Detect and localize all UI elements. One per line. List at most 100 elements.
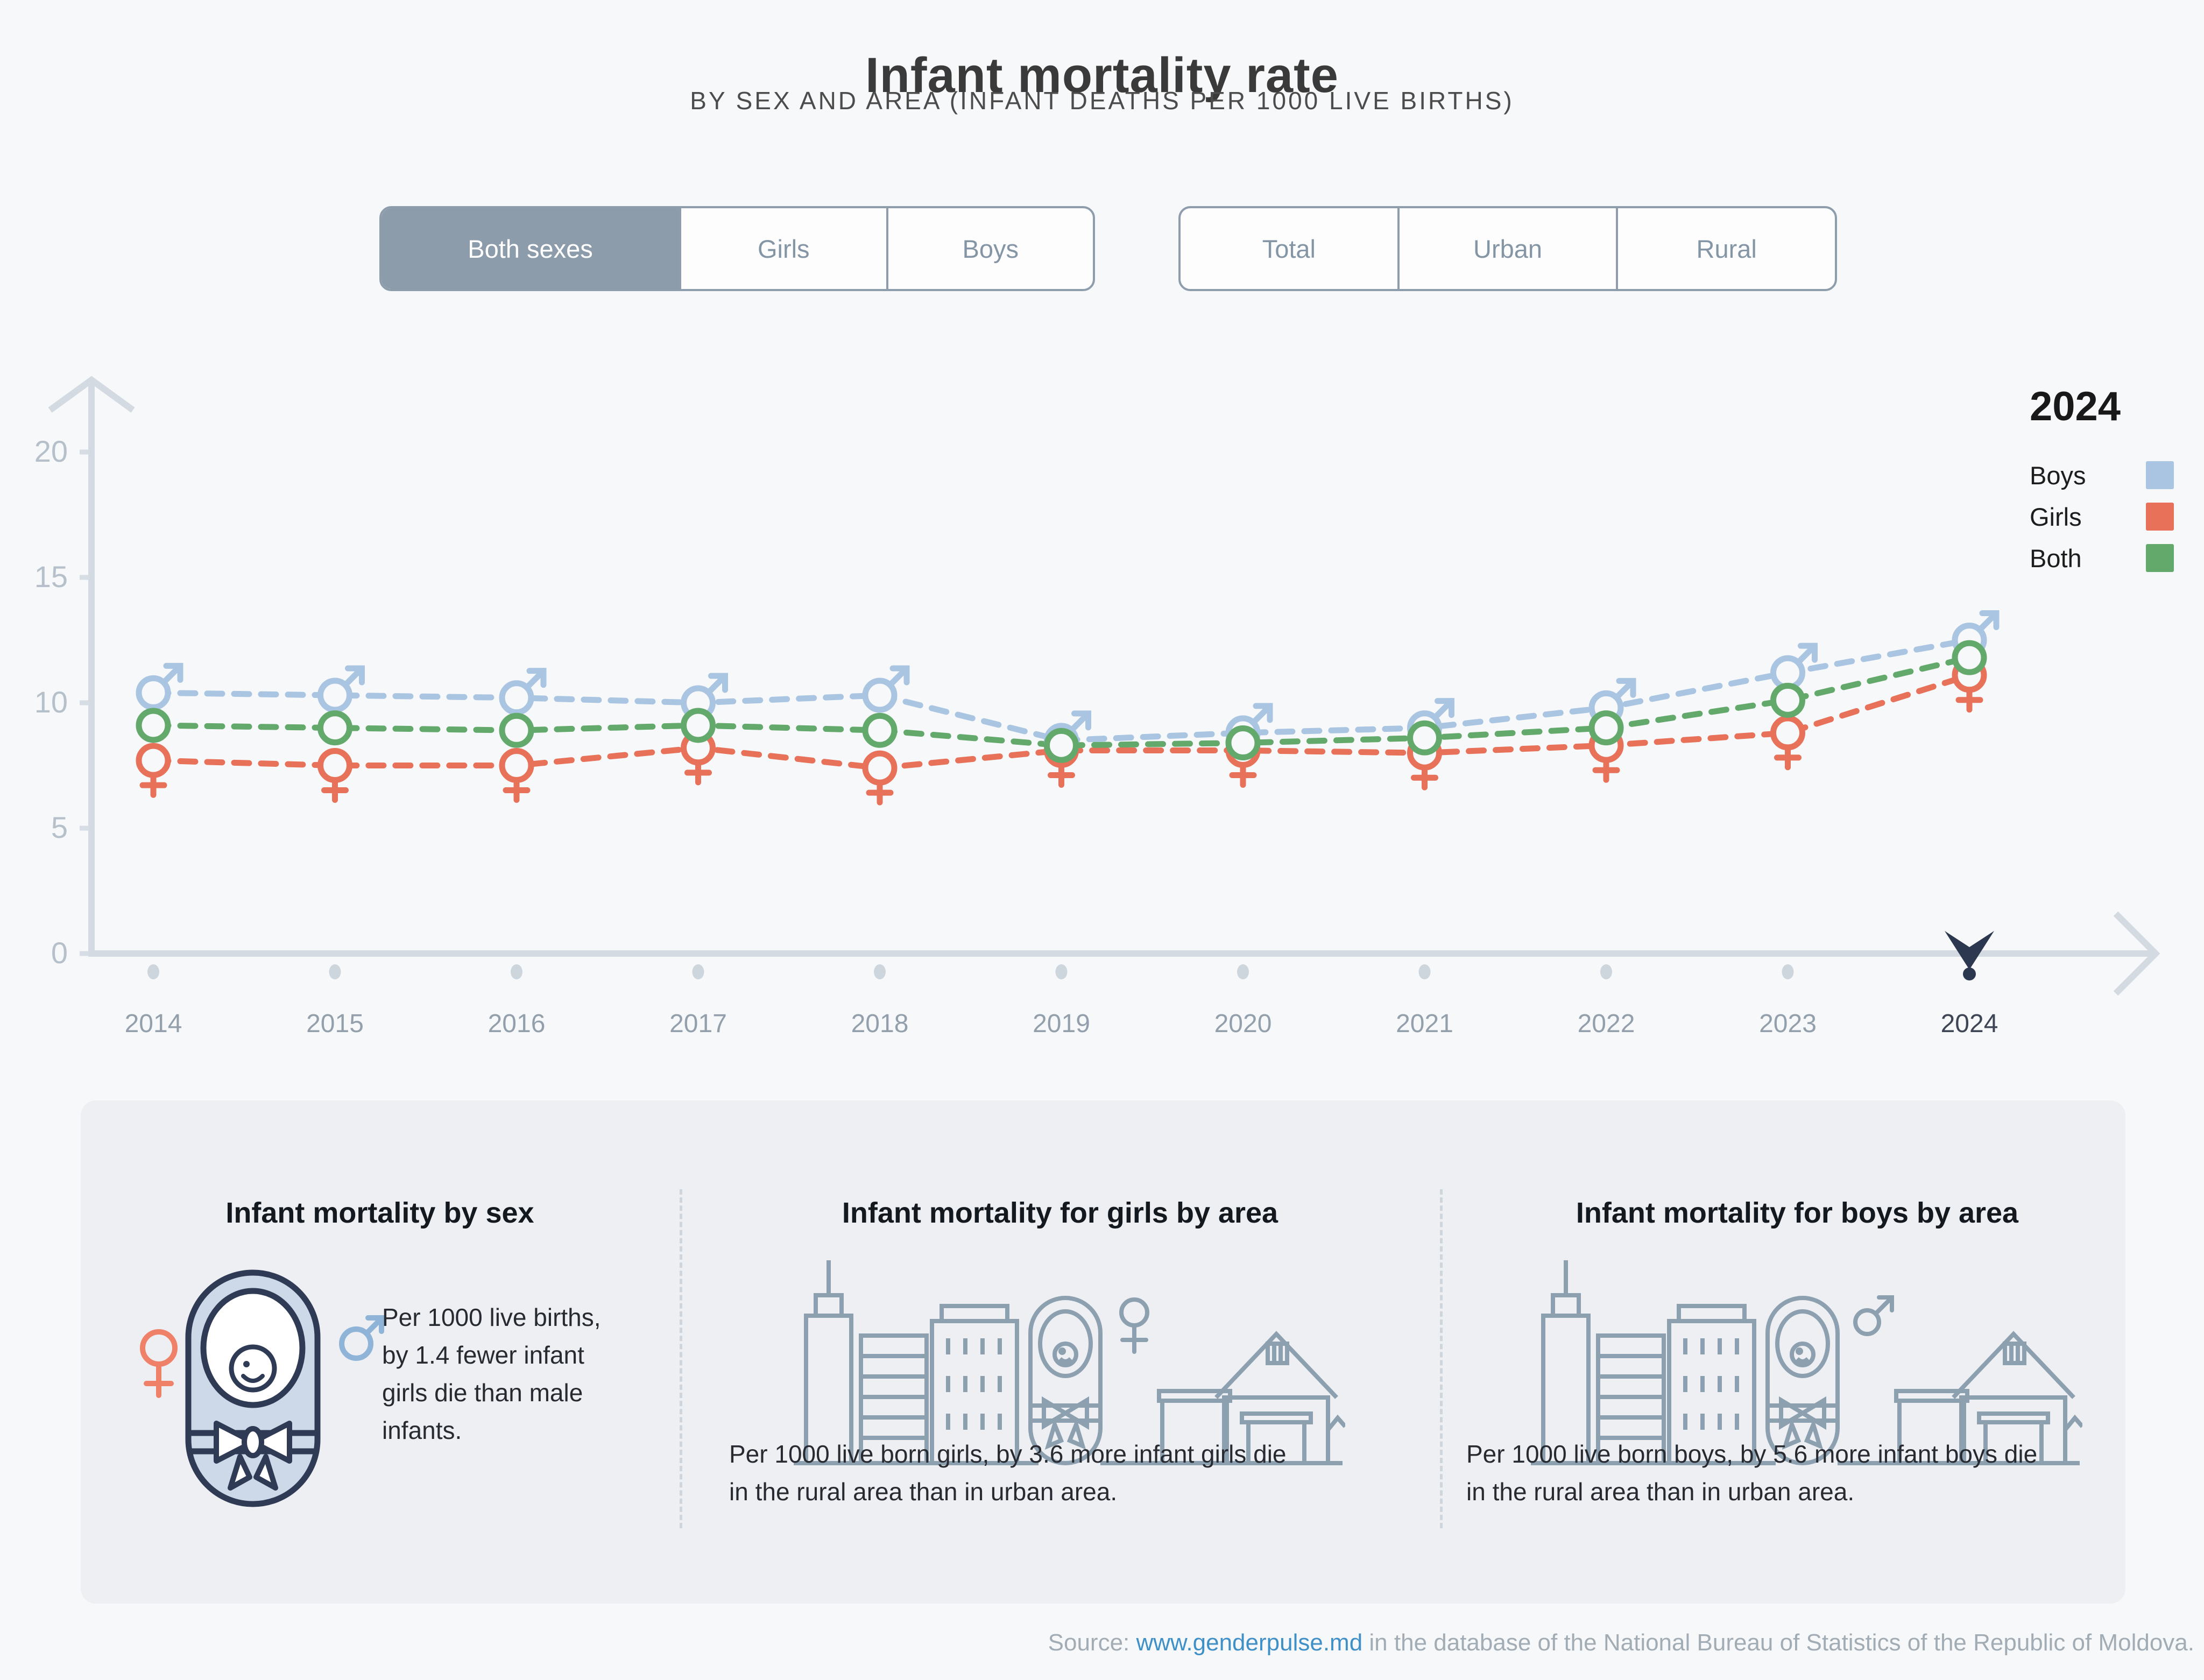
year-label-2019[interactable]: 2019 xyxy=(1033,1010,1090,1038)
year-dot[interactable] xyxy=(1782,964,1794,979)
male-marker xyxy=(136,662,183,710)
toggle-urban[interactable]: Urban xyxy=(1397,208,1616,289)
page-subtitle: BY SEX AND AREA (INFANT DEATHS PER 1000 … xyxy=(690,87,1514,115)
year-dot[interactable] xyxy=(1418,964,1431,979)
card-text-line: Per 1000 live born girls, by 3.6 more in… xyxy=(729,1440,1287,1468)
legend-swatch xyxy=(2146,503,2174,531)
year-label-2016[interactable]: 2016 xyxy=(488,1010,546,1038)
card-text-sex: Per 1000 live births, by 1.4 fewer infan… xyxy=(382,1298,705,1449)
baby-icon xyxy=(1765,1296,1840,1465)
year-label-2014[interactable]: 2014 xyxy=(125,1010,182,1038)
year-dot[interactable] xyxy=(1237,964,1249,979)
year-dot[interactable] xyxy=(1055,964,1068,979)
circle-marker xyxy=(317,710,352,746)
card-title-boys-area: Infant mortality for boys by area xyxy=(1576,1197,2019,1229)
female-icon xyxy=(1119,1297,1149,1354)
year-label-2020[interactable]: 2020 xyxy=(1214,1010,1272,1038)
legend-label-both: Both xyxy=(2030,543,2082,573)
page-title: Infant mortality rate xyxy=(865,47,1339,103)
female-marker xyxy=(862,750,898,806)
year-label-2015[interactable]: 2015 xyxy=(306,1010,364,1038)
year-dot[interactable] xyxy=(692,964,704,979)
building-windows xyxy=(1683,1338,1739,1430)
year-label-2022[interactable]: 2022 xyxy=(1578,1010,1635,1038)
male-icon xyxy=(339,1315,384,1361)
year-dot[interactable] xyxy=(874,964,886,979)
legend-swatch xyxy=(2146,544,2174,572)
series-line-both xyxy=(150,654,1973,749)
year-slider-handle[interactable] xyxy=(1945,931,1994,970)
toggle-boys[interactable]: Boys xyxy=(886,208,1093,289)
year-label-2024[interactable]: 2024 xyxy=(1941,1010,1998,1038)
info-cards-panel: Infant mortality by sex Infant mortality… xyxy=(81,1100,2125,1604)
swaddled-baby-icon xyxy=(185,1269,321,1507)
male-marker xyxy=(317,665,365,713)
area-toggle-group: Total Urban Rural xyxy=(1178,206,1837,291)
series-line-girls xyxy=(150,672,1973,771)
card-text-line: Per 1000 live born boys, by 5.6 more inf… xyxy=(1466,1440,2038,1468)
sex-toggle-group: Both sexes Girls Boys xyxy=(379,206,1095,291)
circle-marker xyxy=(499,712,534,748)
legend-item-both: Both xyxy=(2030,543,2174,573)
girls-urban-rural-icon xyxy=(794,1260,1345,1465)
female-marker xyxy=(1770,715,1805,771)
card-text-boys-area: Per 1000 live born boys, by 5.6 more inf… xyxy=(1466,1435,2182,1510)
card-text-girls-area: Per 1000 live born girls, by 3.6 more in… xyxy=(729,1435,1445,1510)
year-dot-selected[interactable] xyxy=(1963,968,1976,980)
legend-items: Boys Girls Both xyxy=(2030,461,2174,573)
card-title-sex: Infant mortality by sex xyxy=(225,1197,534,1229)
female-marker xyxy=(499,748,534,803)
source-prefix: Source: xyxy=(1048,1629,1136,1656)
toggle-rural[interactable]: Rural xyxy=(1616,208,1835,289)
circle-marker xyxy=(681,708,716,743)
source-link[interactable]: www.genderpulse.md xyxy=(1136,1629,1363,1656)
baby-by-sex-icon xyxy=(140,1269,384,1507)
city-buildings-icon xyxy=(1531,1260,1776,1465)
year-label-2018[interactable]: 2018 xyxy=(851,1010,909,1038)
year-dot[interactable] xyxy=(511,964,522,979)
circle-marker xyxy=(1588,710,1624,746)
y-tick-label: 10 xyxy=(34,685,68,719)
legend-item-girls: Girls xyxy=(2030,503,2174,531)
circle-marker xyxy=(1952,640,1987,675)
card-title-girls-area: Infant mortality for girls by area xyxy=(842,1197,1278,1229)
year-label-2023[interactable]: 2023 xyxy=(1759,1010,1817,1038)
male-icon xyxy=(1853,1295,1894,1336)
line-chart: 0 5 10 15 20 2014 2015 2016 2017 2018 2019 2020 2021… xyxy=(34,376,2160,1038)
legend-year: 2024 xyxy=(2030,384,2121,429)
toggle-both-sexes[interactable]: Both sexes xyxy=(382,208,679,289)
source-line: Source: www.genderpulse.md in the databa… xyxy=(1048,1629,2194,1656)
year-dot[interactable] xyxy=(147,964,159,979)
circle-marker xyxy=(1770,682,1805,718)
male-marker xyxy=(499,668,547,716)
card-divider xyxy=(1440,1189,1443,1528)
male-marker xyxy=(1770,643,1818,690)
circle-marker xyxy=(1407,720,1442,756)
circle-marker xyxy=(1044,728,1079,763)
legend-label-boys: Boys xyxy=(2030,461,2086,490)
year-label-2017[interactable]: 2017 xyxy=(669,1010,727,1038)
toggle-total[interactable]: Total xyxy=(1181,208,1397,289)
card-divider xyxy=(680,1189,682,1528)
legend-swatch xyxy=(2146,461,2174,489)
x-axis-arrow xyxy=(2113,911,2160,996)
card-text-line: Per 1000 live births, xyxy=(382,1303,601,1331)
toggle-girls[interactable]: Girls xyxy=(679,208,886,289)
year-label-2021[interactable]: 2021 xyxy=(1396,1010,1453,1038)
card-text-line: in the rural area than in urban area. xyxy=(729,1478,1118,1506)
y-tick-label: 20 xyxy=(34,434,68,468)
card-text-line: girls die than male xyxy=(382,1379,583,1407)
city-buildings-icon xyxy=(794,1260,1039,1465)
house-icon xyxy=(1100,1331,1345,1465)
year-dot[interactable] xyxy=(329,964,341,979)
female-marker xyxy=(317,748,352,803)
female-marker xyxy=(136,743,171,798)
circle-marker xyxy=(862,712,898,748)
year-dot[interactable] xyxy=(1600,964,1612,979)
card-text-line: infants. xyxy=(382,1416,462,1444)
female-icon xyxy=(140,1329,178,1398)
boys-urban-rural-icon xyxy=(1531,1260,2082,1465)
source-suffix: in the database of the National Bureau o… xyxy=(1362,1629,2194,1656)
y-tick-label: 5 xyxy=(51,810,68,844)
chart-legend: 2024 Boys Girls Both xyxy=(2030,383,2174,573)
